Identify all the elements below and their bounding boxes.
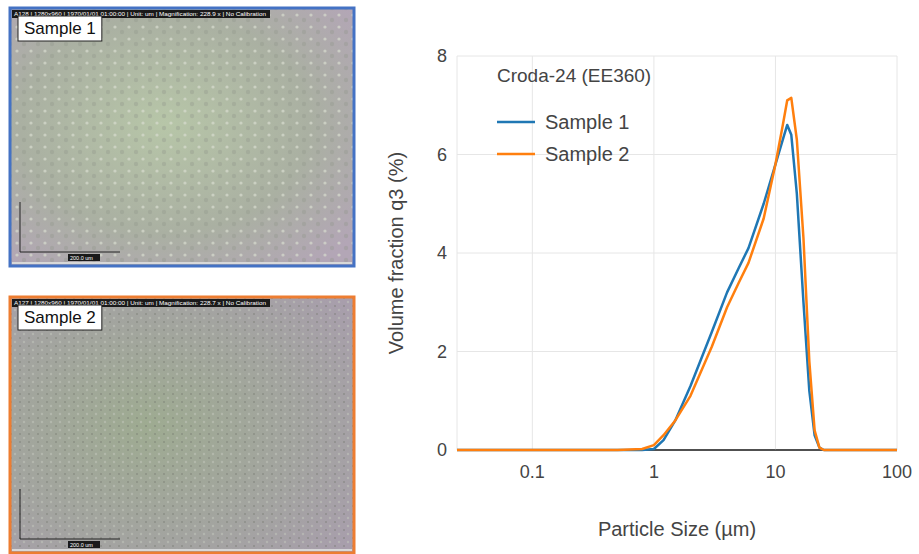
y-grid-line <box>457 253 897 254</box>
x-tick-label: 10 <box>765 462 785 482</box>
figure: A128 | 1280x960 | 1970/01/01 01:00:00 | … <box>0 0 919 554</box>
scale-label: 200.0 um <box>70 255 93 261</box>
panel-label: Sample 2 <box>24 308 96 327</box>
x-grid-line <box>532 56 533 450</box>
scale-label-box <box>68 541 100 548</box>
legend: Sample 1 Sample 2 <box>497 111 630 165</box>
chart-title: Croda-24 (EE360) <box>497 65 651 86</box>
scale-bar <box>20 202 21 252</box>
x-range-edge <box>457 56 458 450</box>
x-tick-label: 0.1 <box>520 462 545 482</box>
micrograph-panel: A128 | 1280x960 | 1970/01/01 01:00:00 | … <box>10 8 354 266</box>
legend-label: Sample 2 <box>545 143 630 165</box>
scale-label-box <box>68 254 100 261</box>
x-tick-label: 100 <box>882 462 912 482</box>
y-tick-label: 4 <box>437 243 447 263</box>
series-group <box>457 98 897 450</box>
scale-label: 200.0 um <box>70 542 93 548</box>
x-grid-line <box>653 56 654 450</box>
panel-border <box>10 297 354 553</box>
y-tick-label: 2 <box>437 342 447 362</box>
grid <box>457 56 897 450</box>
x-grid-line <box>775 56 776 450</box>
panel-label: Sample 1 <box>24 19 96 38</box>
series-line <box>457 98 897 450</box>
scale-bar <box>20 489 21 539</box>
panel-label-box <box>18 16 102 41</box>
panel-label-box <box>18 305 102 330</box>
micrograph-texture <box>10 8 354 266</box>
legend-swatch <box>497 153 535 156</box>
panel-border <box>10 8 354 266</box>
chart: 0 2 4 6 8 0.1 1 10 100 Particle Size (µm) Volume f… <box>385 46 912 540</box>
y-grid-line <box>457 351 897 352</box>
y-tick-label: 8 <box>437 46 447 66</box>
series-line <box>457 125 897 450</box>
legend-swatch <box>497 121 535 124</box>
x-tick-label: 1 <box>649 462 659 482</box>
micrograph-texture <box>10 297 354 553</box>
y-grid-line <box>457 154 897 155</box>
scale-bar <box>20 539 120 540</box>
legend-label: Sample 1 <box>545 111 630 133</box>
x-grid-line <box>897 56 898 450</box>
scale-bar <box>20 252 120 253</box>
y-axis-title: Volume fraction q3 (%) <box>385 152 407 354</box>
x-axis-title: Particle Size (µm) <box>598 518 756 540</box>
y-tick-label: 6 <box>437 145 447 165</box>
y-tick-label: 0 <box>437 440 447 460</box>
micrograph <box>10 8 354 266</box>
micrograph-panel: A127 | 1280x960 | 1970/01/01 01:00:00 | … <box>10 297 354 553</box>
y-grid-line <box>457 56 897 57</box>
bottom-strip <box>12 262 352 264</box>
micrograph <box>10 297 354 553</box>
bottom-strip <box>12 549 352 551</box>
